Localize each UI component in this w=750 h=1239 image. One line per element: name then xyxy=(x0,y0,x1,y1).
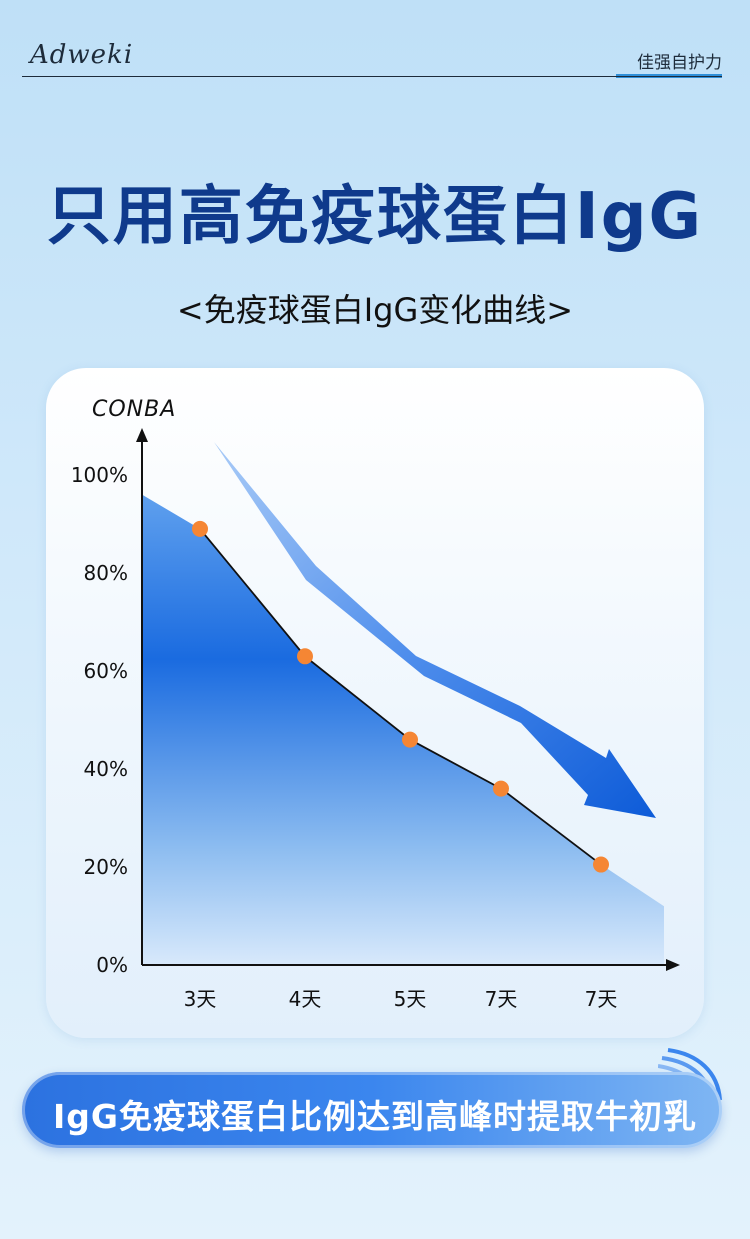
data-point xyxy=(297,648,313,665)
banner-pill xyxy=(22,1072,722,1148)
chart-subtitle: <免疫球蛋白IgG变化曲线> xyxy=(176,291,574,329)
y-tick-label: 100% xyxy=(71,463,128,487)
data-point xyxy=(192,520,208,537)
banner-text: IgG免疫球蛋白比例达到高峰时提取牛初乳 xyxy=(53,1097,697,1136)
x-tick-label: 4天 xyxy=(289,987,322,1011)
header-divider xyxy=(22,76,722,77)
y-axis-label: CONBA xyxy=(92,397,176,422)
x-tick-label: 7天 xyxy=(585,987,618,1011)
y-tick-label: 60% xyxy=(84,659,128,683)
data-point xyxy=(493,780,509,797)
x-axis-arrow xyxy=(666,959,680,971)
highlight-banner: IgG免疫球蛋白比例达到高峰时提取牛初乳 xyxy=(22,1048,728,1156)
x-tick-label: 3天 xyxy=(184,987,217,1011)
page-title: 只用高免疫球蛋白IgG xyxy=(46,180,704,254)
y-tick-label: 80% xyxy=(84,561,128,585)
data-point xyxy=(402,731,418,748)
x-tick-label: 5天 xyxy=(394,987,427,1011)
area-fill xyxy=(142,494,664,965)
chart: 100% 80% 60% 40% 20% 0% 3天 4天 5天 7天 7天 CONBA xyxy=(71,397,680,1011)
slogan: 佳强自护力 xyxy=(637,53,722,73)
chart-card: 100% 80% 60% 40% 20% 0% 3天 4天 5天 7天 7天 CONBA xyxy=(46,368,704,1038)
y-tick-label: 20% xyxy=(84,855,128,879)
trend-arrow xyxy=(214,442,656,818)
y-axis-arrow xyxy=(136,428,148,442)
y-tick-label: 40% xyxy=(84,757,128,781)
x-tick-label: 7天 xyxy=(485,987,518,1011)
data-point xyxy=(593,856,609,873)
brand-logo: Adweki xyxy=(30,40,134,70)
y-tick-label: 0% xyxy=(96,953,128,977)
